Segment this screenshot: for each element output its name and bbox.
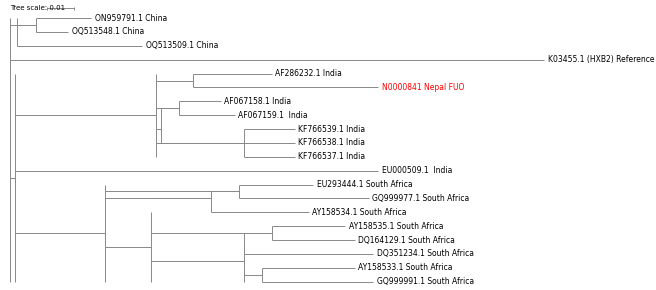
- Text: AF286232.1 India: AF286232.1 India: [276, 69, 342, 78]
- Text: Tree scale: 0.01: Tree scale: 0.01: [10, 6, 65, 11]
- Text: EU000509.1  India: EU000509.1 India: [382, 166, 452, 175]
- Text: AY158534.1 South Africa: AY158534.1 South Africa: [312, 208, 407, 217]
- Text: EU293444.1 South Africa: EU293444.1 South Africa: [317, 180, 413, 189]
- Text: AF067158.1 India: AF067158.1 India: [224, 97, 291, 106]
- Text: OQ513509.1 China: OQ513509.1 China: [146, 41, 218, 50]
- Text: OQ513548.1 China: OQ513548.1 China: [72, 28, 144, 37]
- Text: GQ999977.1 South Africa: GQ999977.1 South Africa: [373, 194, 470, 203]
- Text: KF766537.1 India: KF766537.1 India: [298, 152, 365, 161]
- Text: AY158535.1 South Africa: AY158535.1 South Africa: [349, 222, 443, 231]
- Text: N0000841 Nepal FUO: N0000841 Nepal FUO: [382, 83, 464, 92]
- Text: K03455.1 (HXB2) Reference Genome: K03455.1 (HXB2) Reference Genome: [548, 55, 656, 64]
- Text: KF766538.1 India: KF766538.1 India: [298, 138, 365, 147]
- Text: DQ164129.1 South Africa: DQ164129.1 South Africa: [358, 235, 455, 244]
- Text: GQ999991.1 South Africa: GQ999991.1 South Africa: [377, 277, 474, 286]
- Text: KF766539.1 India: KF766539.1 India: [298, 124, 365, 134]
- Text: DQ351234.1 South Africa: DQ351234.1 South Africa: [377, 249, 474, 258]
- Text: ON959791.1 China: ON959791.1 China: [95, 14, 167, 23]
- Text: AF067159.1  India: AF067159.1 India: [238, 111, 308, 120]
- Text: AY158533.1 South Africa: AY158533.1 South Africa: [358, 263, 453, 272]
